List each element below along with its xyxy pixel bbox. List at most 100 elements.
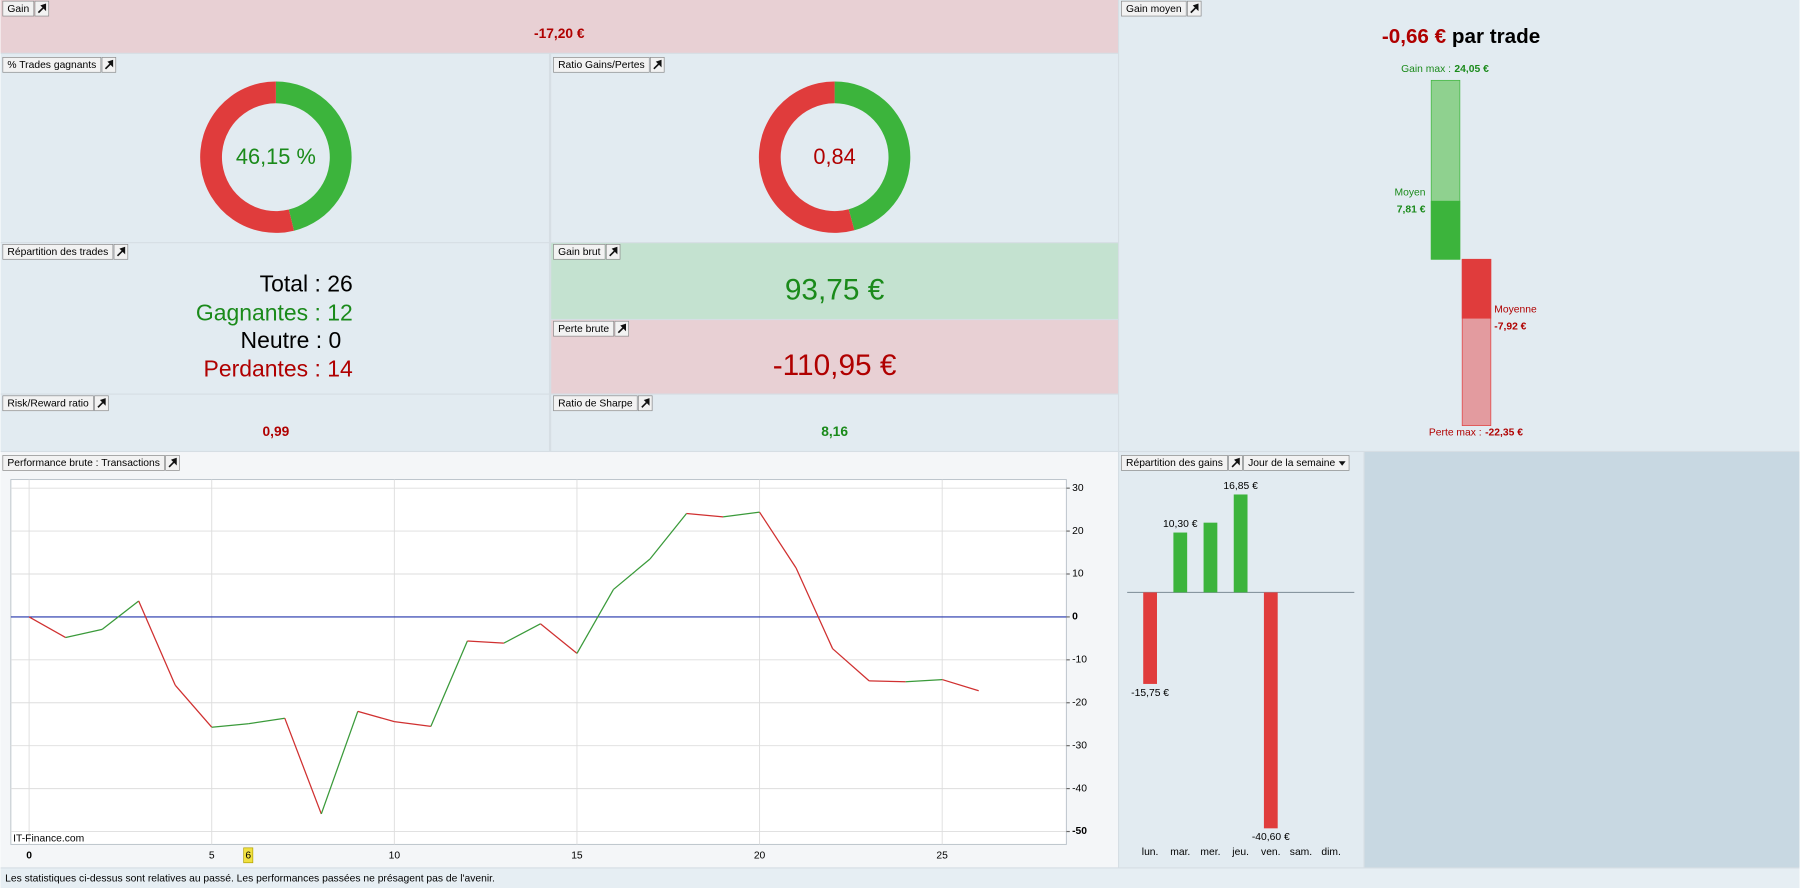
y-tick-label: 20	[1072, 526, 1084, 537]
wrench-icon	[116, 246, 126, 257]
value-label: 16,85 €	[1223, 481, 1258, 492]
x-tick-label: ven.	[1261, 847, 1280, 858]
panel-tab	[2, 455, 165, 471]
gauge-value: -22,35 €	[1485, 427, 1523, 438]
x-tick-label: dim.	[1321, 847, 1340, 858]
cursor-marker	[243, 847, 254, 864]
x-tick-label: 5	[209, 851, 215, 862]
line-segment	[284, 717, 322, 815]
wrench-icon	[97, 398, 106, 408]
line-label: Neutre :	[241, 327, 323, 353]
wrench-icon	[104, 59, 114, 70]
panel-tab	[553, 320, 615, 337]
panel-title: Répartition des trades	[7, 247, 108, 258]
line-segment	[905, 678, 943, 683]
line-segment	[211, 723, 249, 728]
x-tick-label: mer.	[1200, 847, 1220, 858]
gauge-bar	[1430, 200, 1461, 260]
gagnantes-line: Gagnantes : 12	[196, 299, 353, 325]
line-segment	[759, 511, 797, 569]
gain-brut-value: 93,75 €	[785, 273, 885, 306]
panel-tab	[553, 57, 650, 73]
panel-title: Risk/Reward ratio	[7, 399, 89, 410]
gauge-bar	[1461, 258, 1492, 319]
line-segment	[394, 721, 431, 727]
panel-tab	[553, 395, 638, 412]
x-tick-label: 15	[571, 851, 583, 862]
x-tick-label: 10	[389, 851, 401, 862]
panel-tab	[1121, 455, 1228, 471]
sharpe-value: 8,16	[821, 424, 848, 439]
x-tick-label: 0	[26, 851, 32, 862]
donut-segment	[834, 81, 911, 231]
line-value: 14	[327, 356, 353, 382]
line-segment	[613, 558, 651, 590]
y-tick-label: -40	[1072, 783, 1087, 794]
panel-title: Ratio Gains/Pertes	[558, 60, 645, 71]
line-segment	[467, 640, 504, 644]
y-tick-label: 10	[1072, 569, 1084, 580]
panel-tab	[1121, 0, 1187, 17]
headline: -0,66 € par trade	[1382, 25, 1540, 48]
gain-value: -17,20 €	[534, 26, 585, 41]
gauge-label-text: Perte max :	[1429, 427, 1482, 438]
plot-area	[10, 479, 1067, 845]
line-segment	[357, 710, 395, 723]
headline-value: -0,66 €	[1382, 25, 1447, 48]
donut-center-label: 0,84	[813, 144, 855, 169]
x-tick-label: jeu.	[1231, 847, 1249, 858]
line-segment	[686, 512, 724, 518]
headline-suffix: par trade	[1452, 25, 1540, 48]
y-tick-label: 0	[1072, 612, 1078, 623]
bar	[1233, 494, 1248, 593]
line-segment	[101, 600, 140, 630]
gauge-label: Moyen	[1395, 187, 1426, 198]
line-segment	[430, 640, 468, 727]
wrench-icon	[641, 398, 650, 408]
panel-title: Ratio de Sharpe	[558, 399, 633, 410]
footer-text: Les statistiques ci-dessus sont relative…	[5, 874, 495, 885]
panel-tab	[2, 244, 114, 260]
x-tick-label: lun.	[1142, 847, 1159, 858]
bar	[1203, 522, 1218, 593]
line-segment	[941, 678, 979, 692]
repartition-trades-panel	[0, 243, 549, 394]
line-segment	[722, 511, 760, 518]
neutre-line: Neutre : 0	[241, 327, 342, 353]
line-segment	[320, 711, 359, 815]
line-segment	[869, 680, 906, 683]
y-tick-label: -20	[1072, 697, 1087, 708]
y-tick-label: -30	[1072, 740, 1087, 751]
donut-segment	[275, 81, 352, 231]
panel-tab	[2, 395, 94, 412]
line-segment	[795, 567, 834, 649]
y-tick-label: 30	[1072, 483, 1084, 494]
panel-title: Gain	[7, 4, 29, 15]
cursor-label: 6	[245, 851, 251, 862]
dropdown[interactable]	[1243, 455, 1350, 471]
value-label: 10,30 €	[1163, 519, 1198, 530]
panel-title: Répartition des gains	[1126, 458, 1223, 469]
gauge-value: -7,92 €	[1494, 322, 1526, 333]
dropdown-label: Jour de la semaine	[1248, 458, 1335, 469]
panel-tab	[2, 57, 102, 73]
line-segment	[28, 616, 66, 639]
perdantes-line: Perdantes : 14	[204, 356, 353, 382]
panel-title: Gain brut	[558, 247, 601, 258]
gauge-label: Moyenne	[1494, 304, 1537, 315]
x-tick-label: sam.	[1290, 847, 1312, 858]
x-tick-label: mar.	[1170, 847, 1190, 858]
donut-segment	[758, 81, 855, 233]
line-segment	[576, 589, 615, 654]
wrench-icon	[617, 323, 627, 334]
total-line: Total : 26	[260, 271, 353, 297]
donut-center-label: 46,15 %	[236, 144, 316, 169]
y-tick-label: -10	[1072, 655, 1087, 666]
value-label: -40,60 €	[1252, 832, 1290, 843]
gain-panel	[0, 0, 1118, 53]
line-segment	[248, 717, 285, 725]
wrench-icon	[1190, 3, 1199, 14]
perte-brute-value: -110,95 €	[773, 349, 897, 382]
bar	[1143, 592, 1157, 684]
